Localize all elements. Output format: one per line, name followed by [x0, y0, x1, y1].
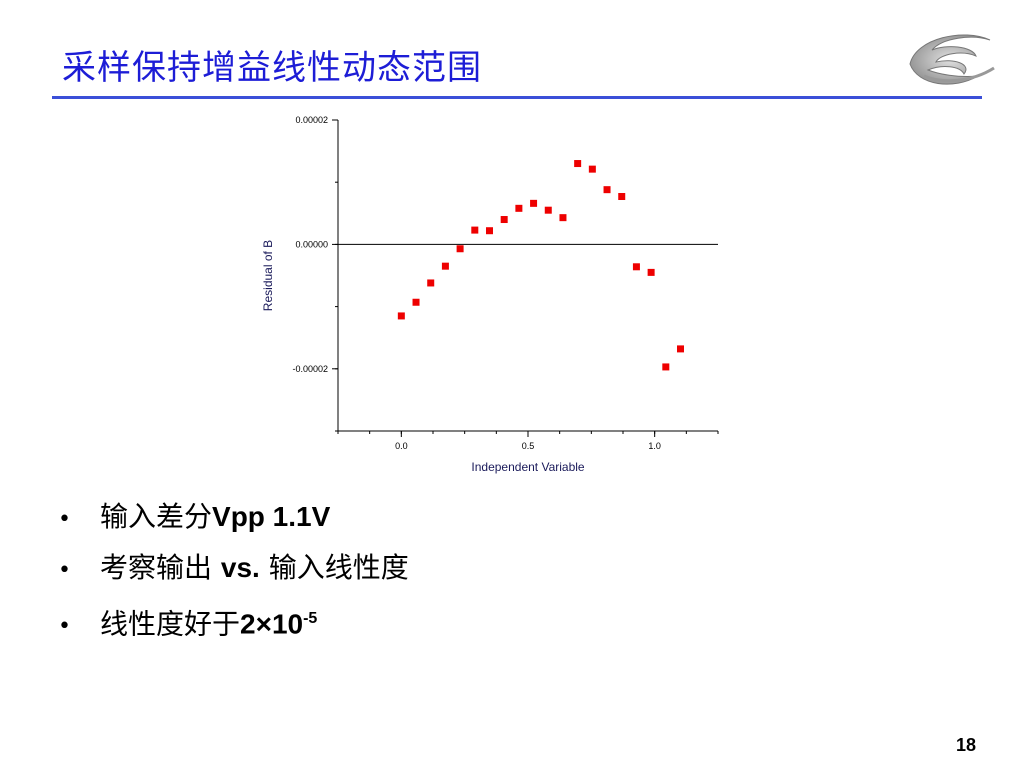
data-point [427, 279, 435, 287]
data-point [471, 226, 479, 234]
page-number: 18 [955, 735, 976, 755]
data-point [530, 199, 538, 207]
residual-scatter-chart: 0.00002 0.00000 -0.00002 0.0 0.5 1.0 Residua… [261, 115, 719, 474]
x-ticks: 0.0 0.5 1.0 [337, 431, 719, 451]
bullet-text-cjk: 考察输出 [100, 551, 221, 584]
bullet-dot-icon: • [58, 614, 71, 640]
bullet-list: • 输入差分Vpp 1.1V • 考察输出 vs. 输入线性度 • 线性度好于2×10… [58, 500, 409, 658]
data-point [456, 245, 464, 253]
data-point [632, 263, 640, 271]
y-ticks: 0.00002 0.00000 -0.00002 [292, 115, 338, 432]
data-point [485, 227, 493, 235]
data-point [500, 216, 508, 224]
title-divider [52, 96, 982, 99]
data-point [574, 160, 582, 168]
data-point [618, 193, 626, 201]
bullet-item: • 线性度好于2×10-5 [58, 602, 409, 644]
x-tick-label: 0.5 [522, 441, 535, 451]
plot-area: 0.00002 0.00000 -0.00002 0.0 0.5 1.0 [292, 115, 719, 451]
bullet-item: • 考察输出 vs. 输入线性度 [58, 551, 409, 588]
data-point [603, 186, 611, 194]
bullet-dot-icon: • [58, 558, 71, 583]
bullet-text-cjk: 输入差分 [100, 500, 213, 533]
bullet-text-cjk-after: 输入线性度 [259, 551, 409, 584]
x-axis-label: Independent Variable [471, 460, 585, 474]
data-point [559, 214, 567, 222]
bullet-text-latin: vs. [220, 552, 260, 583]
bullet-item: • 输入差分Vpp 1.1V [58, 500, 409, 537]
data-point [588, 165, 596, 173]
data-point [647, 268, 655, 276]
x-tick-label: 0.0 [395, 441, 408, 451]
bullet-text-latin: Vpp 1.1V [212, 501, 331, 532]
bullet-superscript: -5 [303, 610, 318, 627]
institute-logo-icon [909, 34, 995, 85]
data-point [677, 345, 685, 353]
data-point [397, 312, 405, 320]
bullet-dot-icon: • [58, 507, 71, 532]
x-tick-label: 1.0 [648, 441, 661, 451]
y-axis-label: Residual of B [261, 240, 275, 311]
bullet-text-cjk: 线性度好于 [100, 607, 241, 641]
slide-title: 采样保持增益线性动态范围 [62, 48, 482, 88]
y-tick-label: -0.00002 [292, 364, 328, 374]
y-tick-label: 0.00000 [295, 239, 328, 249]
data-points [397, 160, 685, 371]
data-point [544, 206, 552, 214]
data-point [662, 363, 670, 371]
data-point [441, 262, 449, 270]
data-point [412, 298, 420, 306]
data-point [515, 204, 523, 212]
y-tick-label: 0.00002 [295, 115, 328, 125]
bullet-text-latin: 2×10 [240, 608, 304, 640]
